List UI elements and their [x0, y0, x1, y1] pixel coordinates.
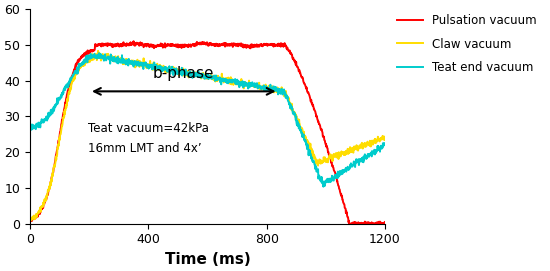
Pulsation vacuum [146, 45, 153, 49]
Legend: Pulsation vacuum, Claw vacuum, Teat end vacuum: Pulsation vacuum, Claw vacuum, Teat end … [392, 9, 542, 79]
Pulsation vacuum [74, 61, 80, 64]
X-axis label: Time (ms): Time (ms) [164, 252, 250, 267]
Teat end vacuum [320, 185, 327, 188]
Text: b-phase: b-phase [153, 66, 214, 81]
Text: 16mm LMT and 4x’: 16mm LMT and 4x’ [87, 142, 201, 155]
Pulsation vacuum [130, 40, 137, 43]
Pulsation vacuum [346, 222, 353, 225]
Pulsation vacuum [86, 51, 93, 54]
Pulsation vacuum [221, 43, 228, 46]
Claw vacuum [382, 137, 388, 140]
Teat end vacuum [86, 56, 93, 59]
Pulsation vacuum [26, 217, 33, 221]
Pulsation vacuum [213, 43, 220, 47]
Pulsation vacuum [181, 43, 188, 46]
Line: Teat end vacuum: Teat end vacuum [30, 53, 385, 187]
Claw vacuum [95, 49, 101, 52]
Claw vacuum [181, 72, 188, 76]
Claw vacuum [26, 220, 33, 223]
Teat end vacuum [146, 64, 153, 67]
Pulsation vacuum [382, 222, 388, 225]
Text: Teat vacuum=42kPa: Teat vacuum=42kPa [87, 122, 208, 136]
Claw vacuum [146, 64, 153, 67]
Claw vacuum [74, 72, 80, 75]
Teat end vacuum [221, 77, 228, 80]
Teat end vacuum [74, 66, 80, 69]
Teat end vacuum [26, 125, 33, 128]
Line: Claw vacuum: Claw vacuum [30, 51, 385, 222]
Teat end vacuum [213, 78, 220, 81]
Claw vacuum [86, 60, 93, 64]
Teat end vacuum [181, 72, 188, 75]
Claw vacuum [221, 80, 228, 83]
Line: Pulsation vacuum: Pulsation vacuum [30, 41, 385, 224]
Claw vacuum [213, 76, 220, 79]
Teat end vacuum [382, 142, 388, 145]
Teat end vacuum [96, 51, 102, 55]
